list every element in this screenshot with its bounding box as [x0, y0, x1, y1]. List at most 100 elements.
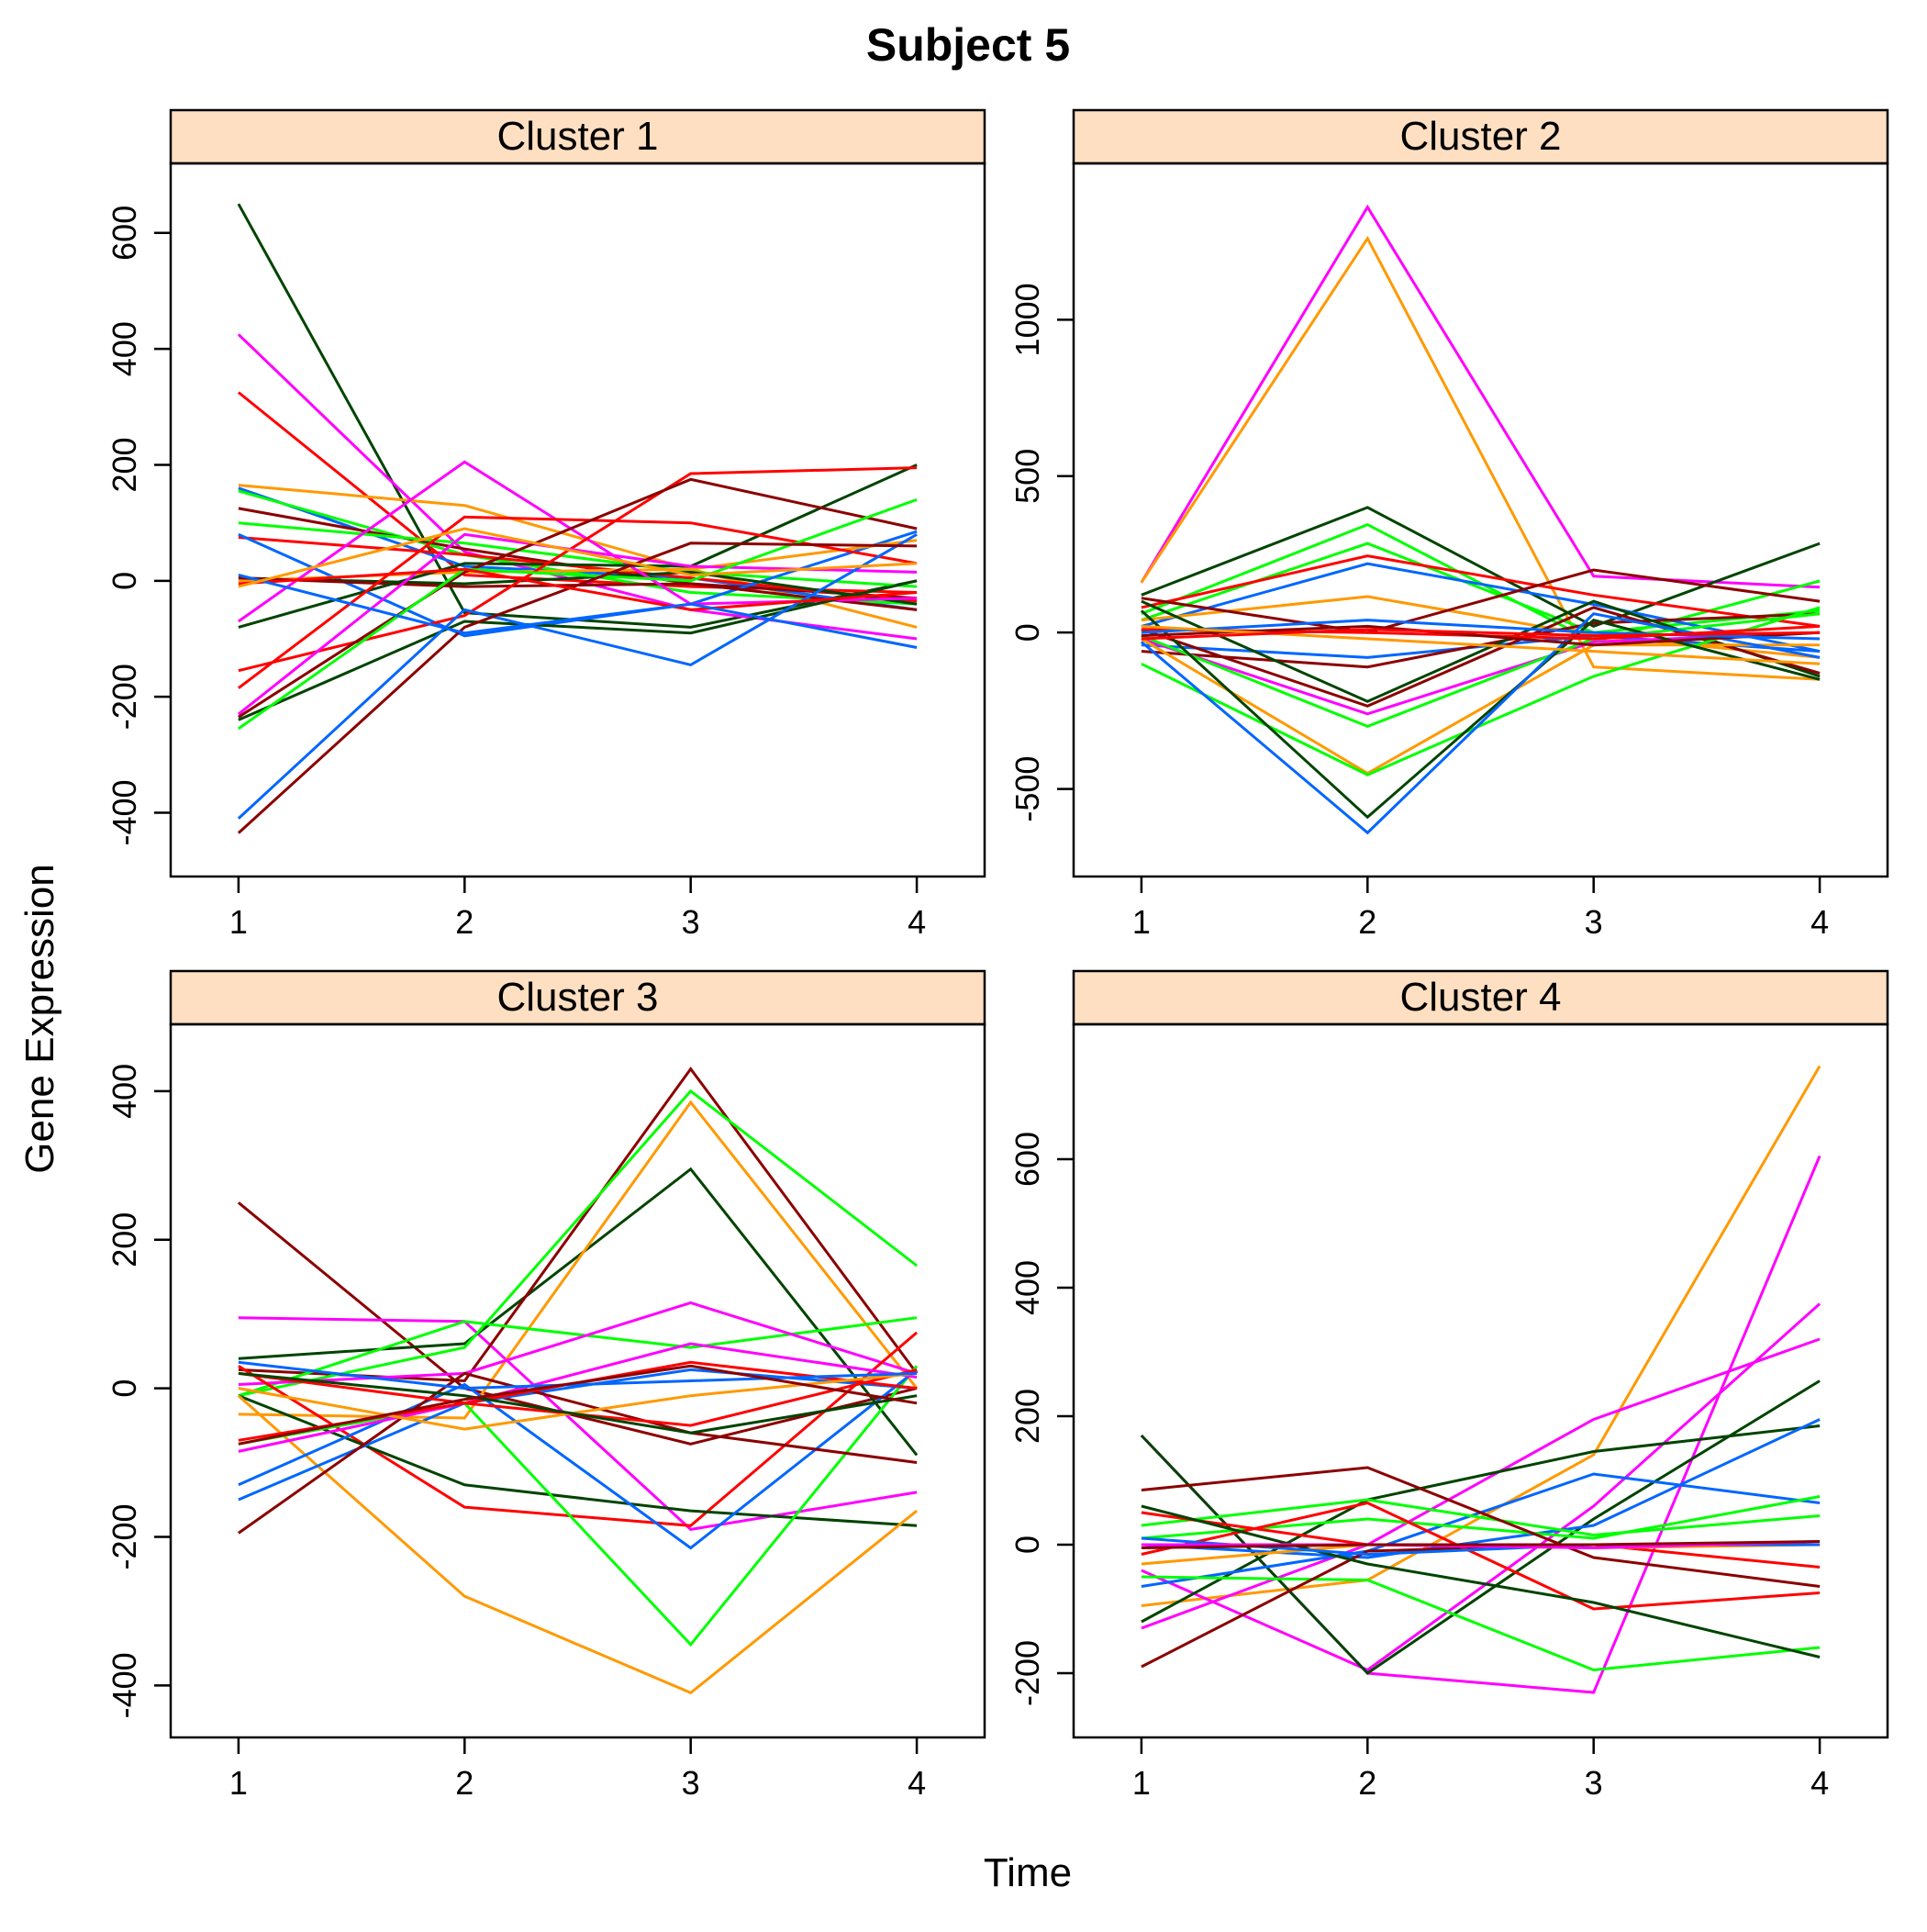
series-line — [1141, 1540, 1821, 1550]
series-line — [238, 530, 918, 638]
y-tick-label: 400 — [106, 1064, 143, 1119]
x-tick-label: 1 — [1132, 1764, 1151, 1802]
y-tick-label: 400 — [106, 321, 143, 376]
series-line — [238, 486, 918, 611]
series-line — [1141, 1424, 1821, 1624]
series-line — [238, 1331, 919, 1527]
series-line — [238, 1371, 918, 1535]
y-tick-label: 200 — [1008, 1389, 1046, 1444]
series-line — [238, 1365, 919, 1647]
series-line — [238, 463, 918, 629]
panel-title: Cluster 2 — [1399, 114, 1561, 159]
series-line — [238, 579, 918, 721]
series-line — [1141, 1575, 1821, 1672]
panel-frame — [169, 162, 986, 878]
series-line — [238, 567, 918, 611]
series-line — [1141, 1418, 1821, 1559]
series-line — [238, 574, 918, 649]
series-line — [237, 391, 918, 594]
series-line — [1141, 606, 1821, 776]
series-line — [238, 570, 918, 606]
series-line — [238, 1167, 919, 1457]
x-tick-label: 3 — [1585, 903, 1603, 941]
chart-title: Subject 5 — [866, 19, 1070, 71]
series-line — [1141, 637, 1821, 776]
y-axis-label: Gene Expression — [17, 864, 62, 1174]
series-line — [1141, 1504, 1821, 1658]
series-line — [238, 1360, 918, 1390]
x-tick-label: 2 — [455, 903, 473, 941]
series-line — [1141, 606, 1821, 708]
series-group — [237, 203, 918, 834]
series-line — [1141, 624, 1821, 647]
series-line — [238, 497, 918, 731]
x-tick-label: 4 — [1810, 903, 1829, 941]
panel-title: Cluster 1 — [496, 114, 658, 159]
panel-strip — [169, 108, 986, 165]
x-tick-label: 1 — [229, 1764, 248, 1802]
y-tick-label: -200 — [106, 664, 143, 730]
series-line — [238, 1301, 918, 1386]
x-tick-label: 1 — [229, 903, 248, 941]
y-tick-label: 400 — [1008, 1260, 1046, 1315]
x-tick-label: 2 — [1358, 1764, 1376, 1802]
series-line — [238, 1371, 918, 1435]
series-line — [238, 1368, 918, 1502]
series-line — [238, 521, 918, 588]
y-tick-label: 0 — [1008, 623, 1046, 642]
series-line — [1141, 624, 1821, 665]
panel-strip — [1072, 108, 1889, 165]
x-tick-label: 4 — [908, 903, 926, 941]
series-line — [1141, 1511, 1821, 1569]
y-tick-label: -400 — [106, 779, 143, 845]
series-line — [238, 1368, 919, 1550]
series-line — [1141, 562, 1821, 653]
y-tick-label: 600 — [1008, 1132, 1046, 1187]
series-line — [238, 1316, 918, 1531]
series-line — [1140, 1155, 1821, 1694]
series-group — [237, 1067, 919, 1695]
y-tick-label: -400 — [106, 1652, 143, 1718]
y-tick-label: 600 — [106, 206, 143, 261]
series-line — [237, 1201, 918, 1446]
series-line — [1141, 1543, 1821, 1669]
series-line — [1141, 1540, 1821, 1549]
series-group — [1140, 204, 1821, 835]
series-line — [1141, 1498, 1821, 1537]
y-tick-label: 200 — [106, 1212, 143, 1268]
y-tick-label: -200 — [1008, 1640, 1046, 1706]
x-axis-label: Time — [984, 1850, 1072, 1895]
series-group — [1140, 1065, 1821, 1694]
series-line — [238, 1364, 918, 1446]
x-tick-label: 2 — [455, 1764, 473, 1802]
series-line — [1141, 554, 1821, 628]
series-line — [1141, 612, 1821, 729]
x-tick-label: 4 — [908, 1764, 926, 1802]
series-line — [1141, 1337, 1821, 1630]
panel-strip — [169, 969, 986, 1026]
series-line — [238, 477, 918, 719]
x-tick-label: 1 — [1132, 903, 1151, 941]
panel-title: Cluster 3 — [496, 975, 658, 1020]
y-tick-label: 500 — [1008, 449, 1046, 504]
series-line — [238, 1394, 918, 1527]
series-line — [1141, 1302, 1821, 1672]
series-line — [238, 1089, 919, 1398]
y-tick-label: 0 — [1008, 1536, 1046, 1554]
x-tick-label: 3 — [1585, 1764, 1603, 1802]
series-line — [237, 1394, 919, 1695]
panel-frame — [169, 1022, 986, 1739]
x-tick-label: 2 — [1358, 903, 1376, 941]
series-line — [1141, 628, 1821, 641]
series-line — [1141, 619, 1821, 641]
panel-title: Cluster 4 — [1399, 975, 1561, 1020]
y-tick-label: 0 — [106, 1379, 143, 1398]
panel-strip — [1072, 969, 1889, 1026]
panel-frame — [1072, 162, 1889, 878]
panel-frame — [1072, 1022, 1889, 1739]
x-tick-label: 4 — [1810, 1764, 1829, 1802]
panel-3: Cluster 3 1 2 3 4 -400 -200 0 200 400 — [106, 969, 986, 1802]
